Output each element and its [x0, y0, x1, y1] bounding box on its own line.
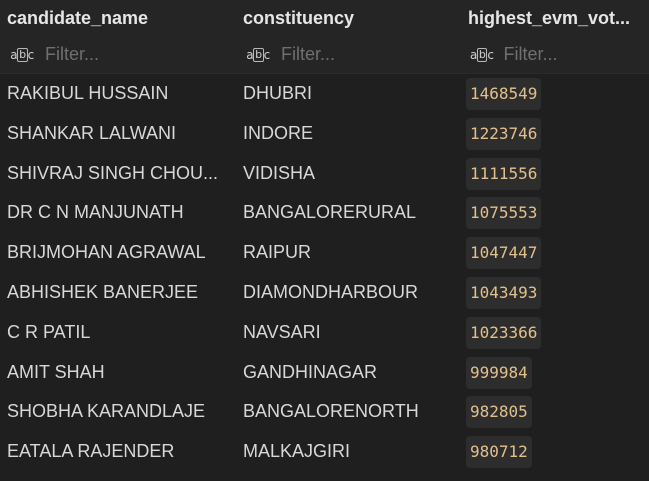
cell-candidate-name[interactable]: ABHISHEK BANERJEE: [7, 281, 199, 302]
filter-input-candidate-name[interactable]: [45, 44, 195, 65]
cell-highest-evm-votes[interactable]: 1023366: [466, 316, 542, 349]
table-row[interactable]: RAKIBUL HUSSAIN DHUBRI 1468549: [0, 74, 649, 114]
cell-constituency[interactable]: BANGALORERURAL: [243, 202, 417, 223]
table-row[interactable]: SHANKAR LALWANI INDORE 1223746: [0, 114, 649, 154]
cell-highest-evm-votes[interactable]: 980712: [466, 436, 532, 469]
cell-constituency[interactable]: BANGALORENORTH: [243, 401, 419, 422]
filter-input-constituency[interactable]: [281, 44, 431, 65]
table-row[interactable]: BRIJMOHAN AGRAWAL RAIPUR 1047447: [0, 233, 649, 273]
cell-highest-evm-votes[interactable]: 999984: [466, 356, 532, 389]
cell-candidate-name[interactable]: BRIJMOHAN AGRAWAL: [7, 242, 206, 263]
cell-highest-evm-votes[interactable]: 1043493: [466, 276, 542, 309]
cell-candidate-name[interactable]: SHOBHA KARANDLAJE: [7, 401, 206, 422]
cell-candidate-name[interactable]: SHIVRAJ SINGH CHOU...: [7, 162, 219, 183]
column-header-candidate-name[interactable]: candidate_name: [7, 8, 149, 28]
column-header-highest-evm-votes[interactable]: highest_evm_vot...: [468, 8, 631, 28]
cell-candidate-name[interactable]: AMIT SHAH: [7, 361, 105, 382]
table-row[interactable]: AMIT SHAH GANDHINAGAR 999984: [0, 353, 649, 393]
table-row[interactable]: SHOBHA KARANDLAJE BANGALORENORTH 982805: [0, 392, 649, 432]
column-header-row: candidate_name constituency highest_evm_…: [0, 0, 649, 36]
cell-highest-evm-votes[interactable]: 1047447: [466, 237, 542, 270]
cell-candidate-name[interactable]: DR C N MANJUNATH: [7, 202, 184, 223]
cell-candidate-name[interactable]: EATALA RAJENDER: [7, 441, 175, 462]
table-row[interactable]: EATALA RAJENDER MALKAJGIRI 980712: [0, 432, 649, 472]
cell-highest-evm-votes[interactable]: 1468549: [466, 78, 542, 110]
cell-highest-evm-votes[interactable]: 1075553: [466, 197, 542, 230]
filter-row: abc abc abc: [0, 36, 649, 74]
cell-candidate-name[interactable]: C R PATIL: [7, 321, 91, 342]
cell-constituency[interactable]: RAIPUR: [243, 242, 312, 263]
cell-constituency[interactable]: NAVSARI: [243, 321, 321, 342]
table-row[interactable]: C R PATIL NAVSARI 1023366: [0, 313, 649, 353]
cell-highest-evm-votes[interactable]: 982805: [466, 396, 532, 429]
table-row[interactable]: ABHISHEK BANERJEE DIAMONDHARBOUR 1043493: [0, 273, 649, 313]
cell-constituency[interactable]: MALKAJGIRI: [243, 441, 351, 462]
table-row[interactable]: SHIVRAJ SINGH CHOU... VIDISHA 1111556: [0, 154, 649, 194]
table-body: RAKIBUL HUSSAIN DHUBRI 1468549 SHANKAR L…: [0, 74, 649, 472]
table-row[interactable]: DR C N MANJUNATH BANGALORERURAL 1075553: [0, 193, 649, 233]
column-header-constituency[interactable]: constituency: [243, 8, 355, 28]
cell-constituency[interactable]: INDORE: [243, 122, 314, 143]
cell-constituency[interactable]: DIAMONDHARBOUR: [243, 281, 419, 302]
cell-candidate-name[interactable]: RAKIBUL HUSSAIN: [7, 83, 169, 103]
filter-input-highest-evm-votes[interactable]: [503, 44, 649, 65]
cell-constituency[interactable]: GANDHINAGAR: [243, 361, 378, 382]
cell-constituency[interactable]: DHUBRI: [243, 83, 313, 103]
cell-candidate-name[interactable]: SHANKAR LALWANI: [7, 122, 177, 143]
cell-highest-evm-votes[interactable]: 1223746: [466, 117, 542, 150]
cell-constituency[interactable]: VIDISHA: [243, 162, 316, 183]
cell-highest-evm-votes[interactable]: 1111556: [466, 157, 542, 190]
